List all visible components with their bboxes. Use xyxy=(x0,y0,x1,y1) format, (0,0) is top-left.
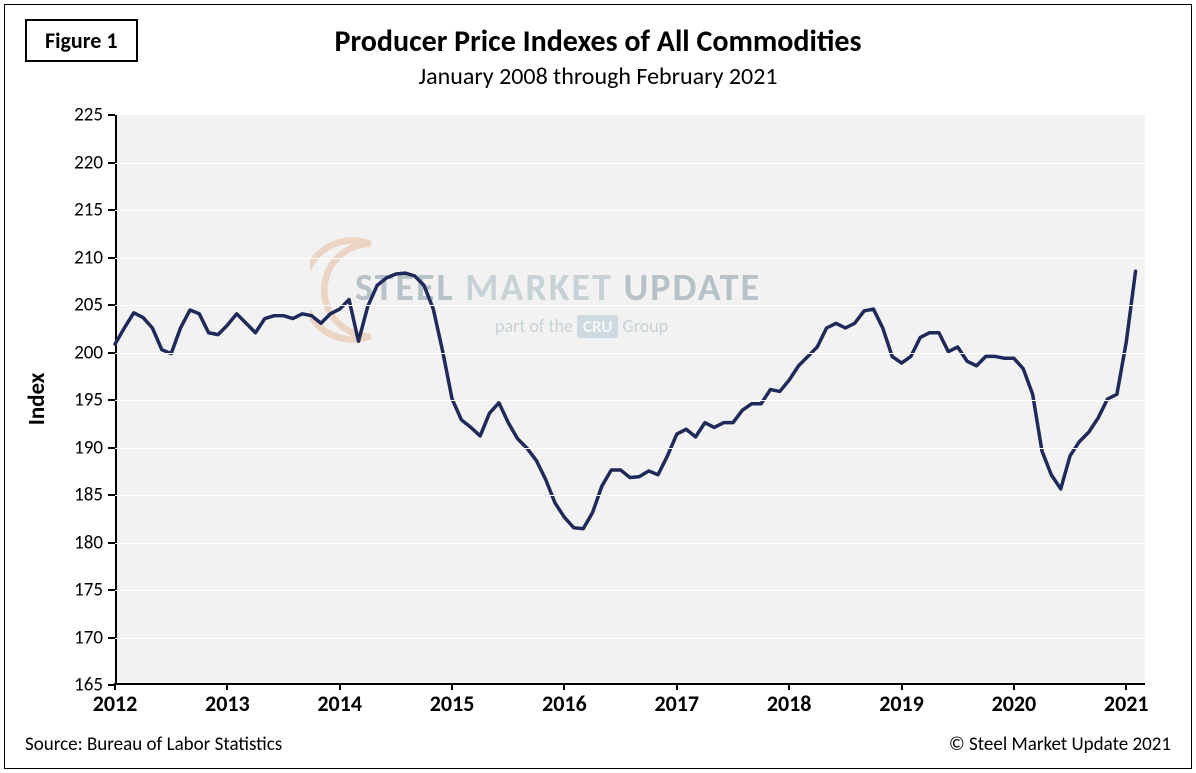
chart-title: Producer Price Indexes of All Commoditie… xyxy=(5,23,1191,60)
source-text: Source: Bureau of Labor Statistics xyxy=(25,733,282,756)
y-tick-label: 225 xyxy=(43,104,103,127)
x-tick-mark xyxy=(1125,683,1127,690)
x-tick-label: 2021 xyxy=(1086,690,1166,717)
y-tick-label: 195 xyxy=(43,389,103,412)
chart-frame: Figure 1 Producer Price Indexes of All C… xyxy=(4,4,1192,769)
x-tick-label: 2012 xyxy=(75,690,155,717)
y-tick-mark xyxy=(108,162,115,164)
y-tick-label: 185 xyxy=(43,484,103,507)
x-tick-mark xyxy=(339,683,341,690)
y-tick-mark xyxy=(108,399,115,401)
x-tick-label: 2016 xyxy=(524,690,604,717)
grid-line xyxy=(115,590,1145,591)
y-tick-mark xyxy=(108,494,115,496)
grid-line xyxy=(115,353,1145,354)
y-tick-label: 180 xyxy=(43,531,103,554)
grid-line xyxy=(115,400,1145,401)
x-tick-mark xyxy=(788,683,790,690)
x-tick-mark xyxy=(676,683,678,690)
grid-line xyxy=(115,638,1145,639)
y-tick-mark xyxy=(108,114,115,116)
y-tick-mark xyxy=(108,257,115,259)
y-tick-mark xyxy=(108,352,115,354)
x-tick-label: 2018 xyxy=(749,690,829,717)
y-tick-label: 175 xyxy=(43,579,103,602)
copyright-text: © Steel Market Update 2021 xyxy=(949,733,1171,756)
grid-line xyxy=(115,163,1145,164)
x-tick-label: 2014 xyxy=(300,690,380,717)
x-tick-mark xyxy=(114,683,116,690)
footer: Source: Bureau of Labor Statistics © Ste… xyxy=(25,733,1171,756)
y-tick-label: 190 xyxy=(43,436,103,459)
y-tick-mark xyxy=(108,304,115,306)
grid-line xyxy=(115,543,1145,544)
grid-line xyxy=(115,495,1145,496)
grid-line xyxy=(115,210,1145,211)
x-tick-label: 2017 xyxy=(637,690,717,717)
y-tick-label: 170 xyxy=(43,626,103,649)
y-tick-label: 205 xyxy=(43,294,103,317)
grid-line xyxy=(115,258,1145,259)
x-tick-mark xyxy=(226,683,228,690)
y-tick-mark xyxy=(108,637,115,639)
line-chart-svg xyxy=(115,115,1145,683)
y-tick-label: 220 xyxy=(43,151,103,174)
title-block: Producer Price Indexes of All Commoditie… xyxy=(5,23,1191,91)
x-tick-mark xyxy=(901,683,903,690)
grid-line xyxy=(115,448,1145,449)
x-tick-label: 2020 xyxy=(974,690,1054,717)
x-tick-label: 2013 xyxy=(187,690,267,717)
x-tick-mark xyxy=(563,683,565,690)
y-tick-mark xyxy=(108,209,115,211)
grid-line xyxy=(115,305,1145,306)
y-tick-label: 210 xyxy=(43,246,103,269)
x-tick-label: 2015 xyxy=(412,690,492,717)
x-tick-mark xyxy=(1013,683,1015,690)
y-tick-label: 200 xyxy=(43,341,103,364)
x-tick-label: 2019 xyxy=(862,690,942,717)
y-tick-mark xyxy=(108,542,115,544)
plot-area: Index STEEL MARKET UPDATE part of the CR… xyxy=(115,115,1145,685)
x-tick-mark xyxy=(451,683,453,690)
y-tick-label: 215 xyxy=(43,199,103,222)
y-tick-mark xyxy=(108,589,115,591)
y-tick-mark xyxy=(108,447,115,449)
chart-subtitle: January 2008 through February 2021 xyxy=(5,62,1191,91)
